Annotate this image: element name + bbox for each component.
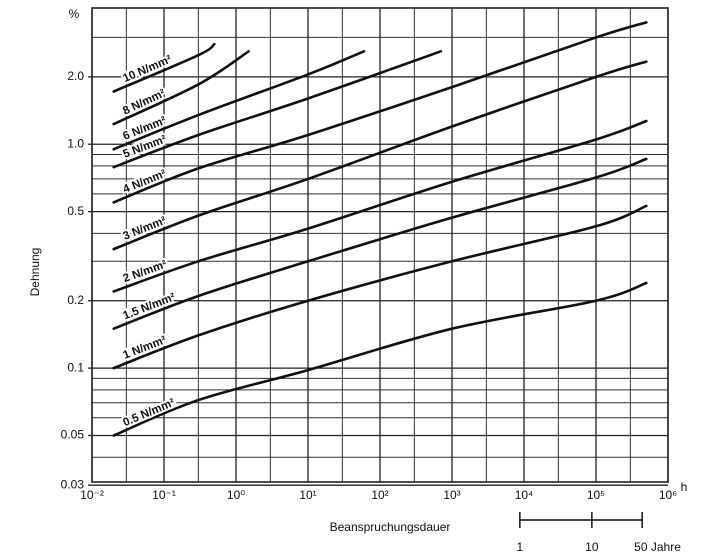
y-tick-label: 0.5 <box>67 204 84 218</box>
x-unit: h <box>681 480 688 494</box>
y-tick-label: 0.05 <box>61 428 85 442</box>
y-tick-label: 0.03 <box>61 477 85 491</box>
y-tick-label: 2.0 <box>67 69 84 83</box>
x-tick-label: 10² <box>371 488 388 502</box>
curve <box>112 21 648 204</box>
x-tick-label: 10⁰ <box>227 488 245 502</box>
curve <box>112 119 648 293</box>
curve-label: 0.5 N/mm² <box>121 397 176 429</box>
y-unit: % <box>69 7 80 21</box>
curve <box>112 204 648 370</box>
curve <box>112 281 648 437</box>
curve-label: 1 N/mm² <box>122 334 169 362</box>
x-tick-label: 10¹ <box>299 488 316 502</box>
y-axis-title: Dehnung <box>28 248 42 297</box>
x-tick-label: 10⁶ <box>659 488 677 502</box>
curve <box>112 50 250 126</box>
curve <box>112 50 366 151</box>
x-tick-label: 10⁵ <box>587 488 605 502</box>
y-tick-label: 0.2 <box>67 293 84 307</box>
x-tick-label: 10⁴ <box>515 488 534 502</box>
x-axis-title: Beanspruchungsdauer <box>330 520 451 534</box>
x-tick-label: 10⁻² <box>80 488 104 502</box>
year-tick-label: 10 <box>585 540 599 554</box>
curve <box>112 42 216 93</box>
y-tick-label: 1.0 <box>67 136 84 150</box>
x-tick-label: 10⁻¹ <box>152 488 176 502</box>
curve <box>112 60 648 251</box>
y-tick-label: 0.1 <box>67 360 84 374</box>
curve <box>112 157 648 330</box>
x-tick-label: 10³ <box>443 488 460 502</box>
year-tick-label: 50 Jahre <box>634 540 681 554</box>
year-tick-label: 1 <box>517 540 524 554</box>
curve <box>112 50 443 169</box>
